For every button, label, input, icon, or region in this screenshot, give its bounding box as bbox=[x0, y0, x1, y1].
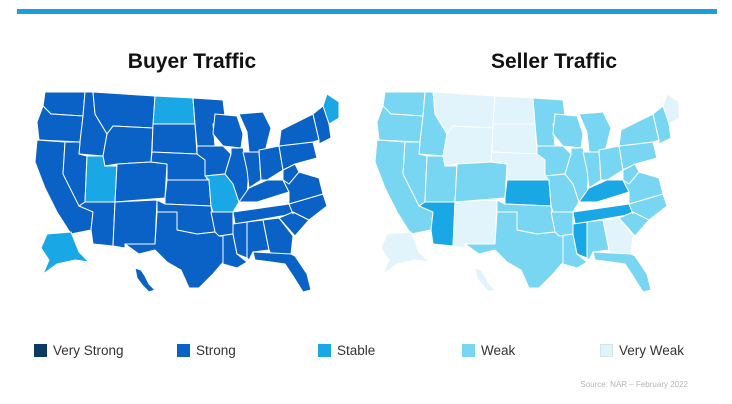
seller-state-wy bbox=[442, 125, 494, 167]
buyer-state-sd bbox=[151, 123, 198, 155]
buyer-state-nm bbox=[112, 199, 158, 249]
legend-swatch-very-weak bbox=[600, 344, 613, 357]
seller-state-nm bbox=[452, 199, 498, 249]
buyer-state-nd bbox=[152, 95, 196, 125]
seller-state-wi bbox=[552, 113, 584, 149]
buyer-state-mi bbox=[238, 111, 272, 153]
legend-label-very-strong: Very Strong bbox=[53, 343, 124, 358]
buyer-state-oh bbox=[258, 145, 284, 181]
buyer-state-ne-region bbox=[312, 105, 332, 145]
buyer-state-ny bbox=[278, 113, 320, 147]
buyer-state-wi bbox=[212, 113, 244, 149]
legend-swatch-stable bbox=[318, 344, 331, 357]
legend-label-weak: Weak bbox=[481, 343, 516, 358]
buyer-state-ks bbox=[164, 179, 212, 207]
seller-map-title: Seller Traffic bbox=[490, 50, 618, 73]
legend-label-stable: Stable bbox=[337, 343, 376, 358]
buyer-state-ms bbox=[232, 221, 248, 259]
legend-item-stable: Stable bbox=[318, 343, 375, 358]
buyer-map-title: Buyer Traffic bbox=[127, 50, 257, 73]
seller-state-pa bbox=[618, 141, 658, 171]
seller-state-co bbox=[454, 161, 508, 203]
seller-state-tx bbox=[464, 211, 566, 289]
seller-state-ks bbox=[504, 179, 552, 207]
legend-item-weak: Weak bbox=[462, 343, 515, 358]
buyer-state-in bbox=[242, 151, 262, 189]
buyer-state-ak bbox=[40, 231, 90, 275]
source-note: Source: NAR – February 2022 bbox=[580, 380, 688, 389]
seller-state-ak bbox=[380, 231, 430, 275]
seller-state-ne-region bbox=[652, 105, 672, 145]
buyer-state-fl bbox=[252, 251, 312, 293]
seller-state-oh bbox=[598, 145, 624, 181]
legend-item-very-weak: Very Weak bbox=[600, 343, 684, 358]
buyer-state-co bbox=[114, 161, 168, 203]
seller-state-in bbox=[582, 151, 602, 189]
legend-swatch-weak bbox=[462, 344, 475, 357]
seller-state-hi bbox=[474, 267, 496, 293]
buyer-state-wy bbox=[102, 125, 154, 167]
legend-swatch-very-strong bbox=[34, 344, 47, 357]
legend: Very Strong Strong Stable Weak Very Weak bbox=[0, 343, 732, 365]
seller-state-ms bbox=[572, 221, 588, 259]
legend-label-strong: Strong bbox=[196, 343, 236, 358]
buyer-state-pa bbox=[278, 141, 318, 171]
top-accent-bar bbox=[17, 9, 717, 14]
seller-state-ny bbox=[618, 113, 660, 147]
seller-state-nd bbox=[492, 95, 536, 125]
legend-item-very-strong: Very Strong bbox=[34, 343, 124, 358]
seller-state-fl bbox=[592, 251, 652, 293]
seller-state-mi bbox=[578, 111, 612, 153]
seller-state-sd bbox=[491, 123, 538, 155]
legend-swatch-strong bbox=[177, 344, 190, 357]
buyer-state-hi bbox=[134, 267, 156, 293]
seller-traffic-map bbox=[374, 91, 680, 293]
legend-item-strong: Strong bbox=[177, 343, 236, 358]
buyer-state-tx bbox=[124, 211, 226, 289]
legend-label-very-weak: Very Weak bbox=[619, 343, 685, 358]
buyer-traffic-map bbox=[34, 91, 340, 293]
